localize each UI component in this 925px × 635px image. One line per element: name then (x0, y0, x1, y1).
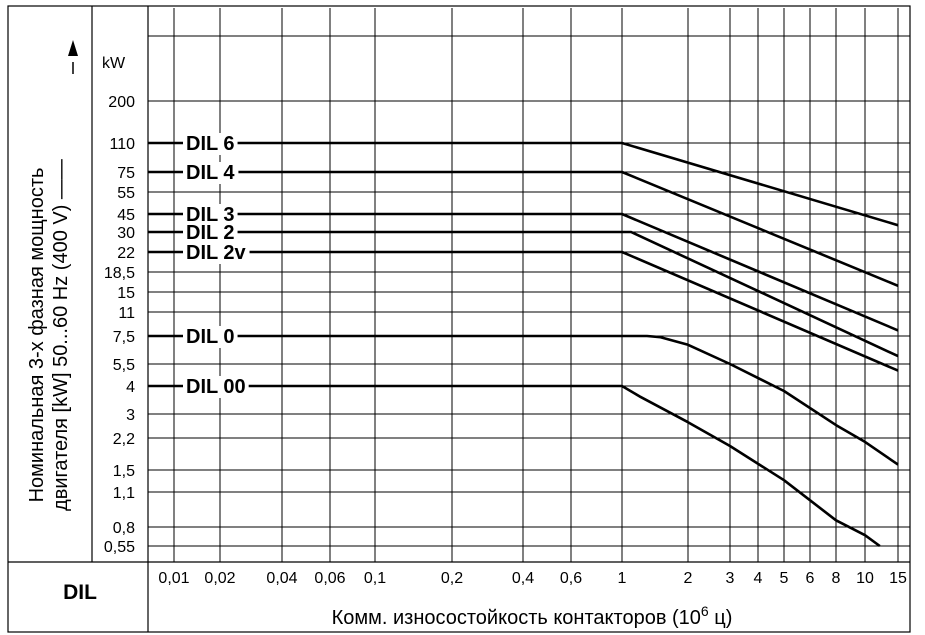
outer-frame (7, 5, 911, 633)
x-tick-10: 10 (856, 570, 874, 587)
x-tick-0,02: 0,02 (204, 570, 235, 587)
x-tick-0,04: 0,04 (266, 570, 297, 587)
x-tick-0,2: 0,2 (441, 570, 463, 587)
y-tick-5,5: 5,5 (113, 357, 135, 374)
y-axis-title-line2: двигателя [kW] 50...60 Hz (400 V) —— (50, 159, 72, 511)
series-line-dil-2v (148, 250, 899, 372)
y-tick-3: 3 (126, 407, 135, 424)
x-tick-0,01: 0,01 (158, 570, 189, 587)
x-axis-title-prefix: Комм. износостойкость контакторов (10 (332, 607, 701, 629)
series-label-bg-dil-3 (183, 204, 238, 226)
y-tick-15: 15 (117, 285, 135, 302)
y-axis-title: Номинальная 3-х фазная мощность двигател… (26, 159, 72, 511)
y-tick-2,2: 2,2 (113, 431, 135, 448)
x-tick-8: 8 (832, 570, 841, 587)
x-tick-0,1: 0,1 (364, 570, 386, 587)
series-line-dil-0 (148, 334, 899, 466)
series-line-dil-2 (148, 230, 899, 358)
series-label-dil-00: DIL 00 (186, 376, 246, 398)
series-label-dil-6: DIL 6 (186, 133, 235, 155)
series-label-group-dil-00: DIL 00 (183, 376, 249, 398)
y-tick-200: 200 (108, 94, 135, 111)
series-label-dil-2v: DIL 2v (186, 242, 247, 264)
y-tick-75: 75 (117, 165, 135, 182)
y-tick-55: 55 (117, 185, 135, 202)
x-tick-6: 6 (806, 570, 815, 587)
y-tick-0,55: 0,55 (104, 539, 135, 556)
y-tick-0,8: 0,8 (113, 520, 135, 537)
x-axis-title: Комм. износостойкость контакторов (106 ц… (332, 603, 733, 629)
series-label-group-dil-6: DIL 6 (183, 133, 238, 155)
y-tick-7,5: 7,5 (113, 329, 135, 346)
y-tick-11: 11 (118, 305, 135, 322)
series-label-group-dil-0: DIL 0 (183, 326, 238, 348)
series-label-bg-dil-2 (183, 222, 238, 244)
series-line-dil-4 (148, 170, 899, 288)
y-tick-18,5: 18,5 (104, 265, 135, 282)
x-tick-3: 3 (726, 570, 735, 587)
series-line-dil-6 (148, 141, 899, 227)
series-label-dil-3: DIL 3 (186, 204, 235, 226)
series-label-group-dil-4: DIL 4 (183, 162, 239, 184)
x-axis-title-suffix: ц) (709, 607, 733, 629)
corner-dil-label: DIL (63, 581, 97, 604)
y-axis-arrow (68, 40, 78, 74)
y-tick-30: 30 (117, 225, 135, 242)
x-tick-0,6: 0,6 (560, 570, 582, 587)
x-tick-2: 2 (684, 570, 693, 587)
curves (148, 141, 899, 548)
series-label-dil-2: DIL 2 (186, 222, 235, 244)
series-label-bg-dil-00 (183, 376, 249, 398)
series-label-bg-dil-4 (183, 162, 239, 184)
frame (7, 5, 911, 633)
x-axis-title-exponent: 6 (701, 603, 709, 619)
series-label-dil-4: DIL 4 (186, 162, 235, 184)
x-tick-0,4: 0,4 (512, 570, 534, 587)
series-label-group-dil-2v: DIL 2v (183, 242, 250, 264)
x-tick-labels: 0,01 0,02 0,04 0,06 0,1 0,2 0,4 0,6 1 2 3 4 5 6 8 10 15 (158, 570, 907, 587)
series-label-dil-0: DIL 0 (186, 326, 235, 348)
series-label-group-dil-2: DIL 2 (183, 222, 238, 244)
x-tick-4: 4 (754, 570, 763, 587)
x-tick-0,06: 0,06 (314, 570, 345, 587)
y-axis-title-line1: Номинальная 3-х фазная мощность (26, 168, 48, 503)
series-line-dil-00 (148, 384, 881, 548)
y-unit-label: kW (102, 55, 126, 72)
y-tick-110: 110 (109, 136, 135, 153)
y-tick-45: 45 (117, 207, 135, 224)
series-label-group-dil-3: DIL 3 (183, 204, 238, 226)
x-tick-15: 15 (889, 570, 907, 587)
series-line-dil-3 (148, 212, 899, 332)
series-label-bg-dil-0 (183, 326, 238, 348)
y-tick-1,5: 1,5 (113, 463, 135, 480)
y-tick-22: 22 (117, 245, 135, 262)
grid (148, 8, 910, 562)
x-tick-1: 1 (618, 570, 627, 587)
y-tick-1,1: 1,1 (113, 485, 135, 502)
x-tick-5: 5 (780, 570, 789, 587)
series-label-bg-dil-6 (183, 133, 238, 155)
y-tick-4: 4 (126, 379, 135, 396)
series-label-bg-dil-2v (183, 242, 250, 264)
